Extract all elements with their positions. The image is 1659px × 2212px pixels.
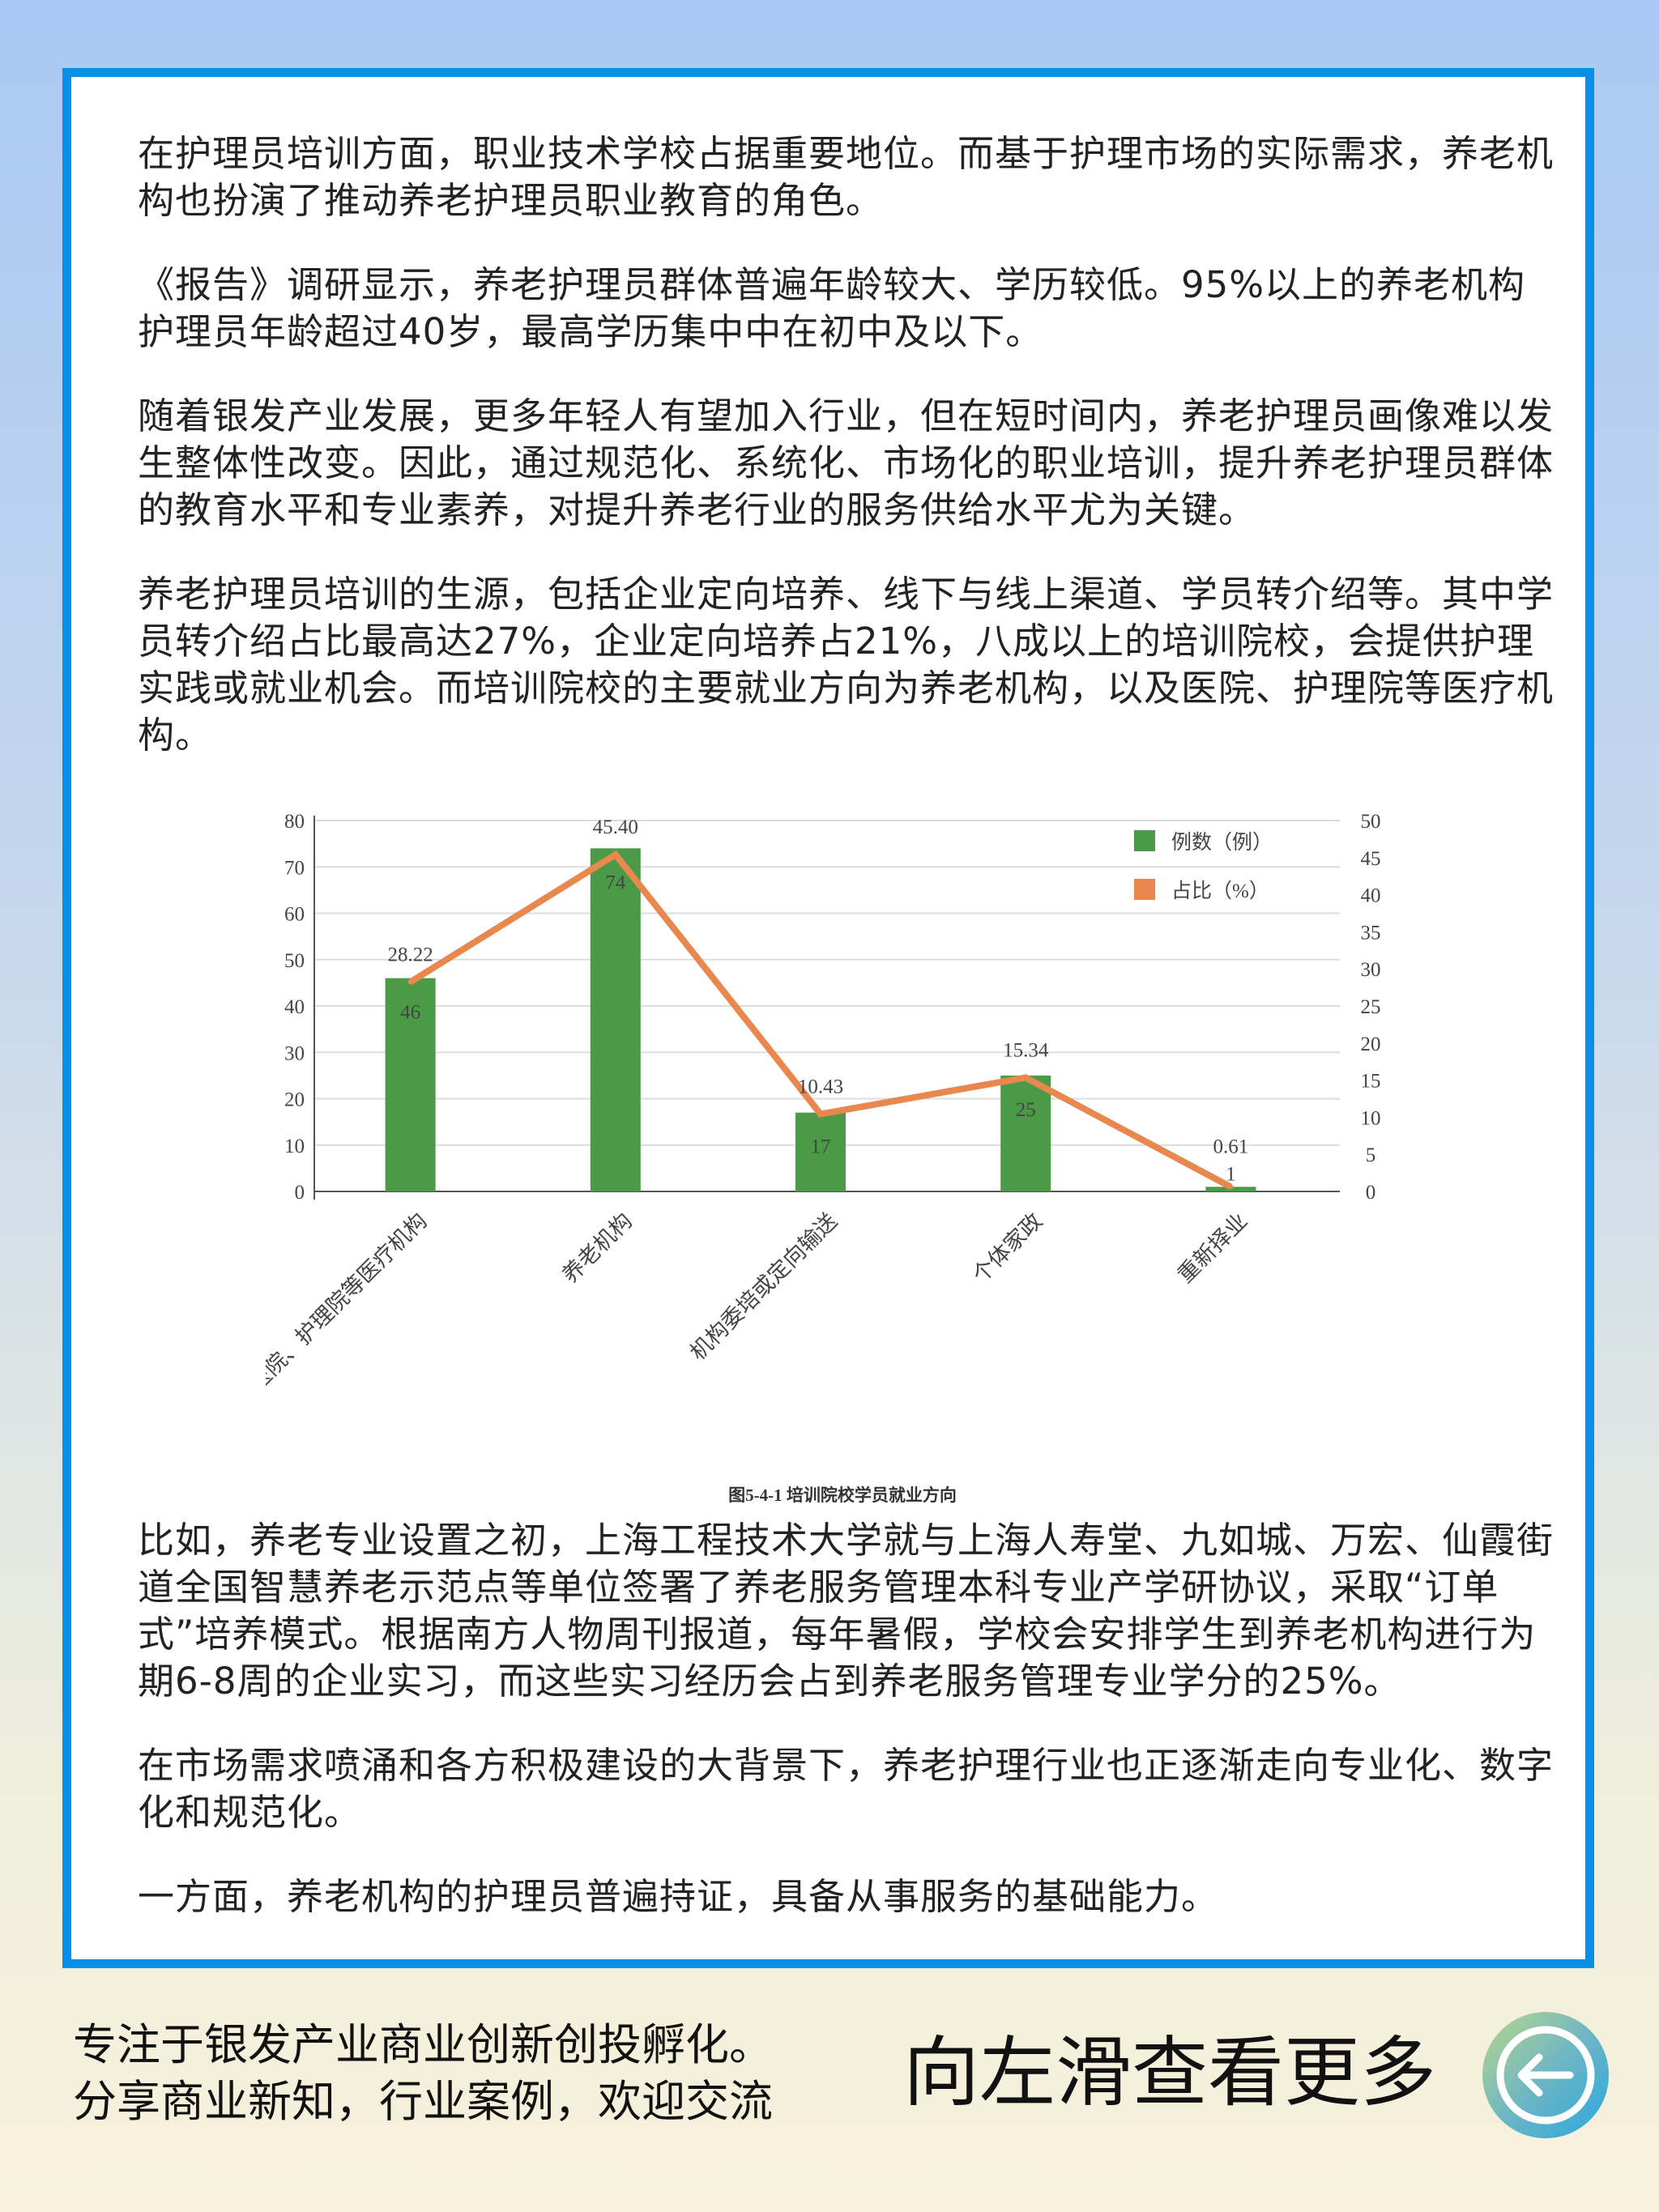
right-tick-label: 40 bbox=[1361, 885, 1381, 907]
line-point bbox=[818, 1111, 823, 1117]
bar-data-label: 17 bbox=[811, 1136, 831, 1158]
category-label: 重新择业 bbox=[1173, 1208, 1252, 1288]
footer-tagline: 专注于银发产业商业创新创投孵化。 分享商业新知，行业案例，欢迎交流 bbox=[73, 2017, 773, 2130]
left-tick-label: 30 bbox=[284, 1042, 305, 1064]
right-tick-label: 30 bbox=[1361, 959, 1381, 981]
employment-chart: 0 10 20 30 40 50 60 70 80 0 5 10 15 20 25 30 35 40 45 50 46 7… bbox=[266, 811, 1381, 1505]
left-tick-label: 50 bbox=[284, 950, 305, 972]
bar bbox=[590, 848, 641, 1191]
chart-caption: 图5-4-1 培训院校学员就业方向 bbox=[728, 1485, 957, 1505]
paragraph-4: 养老护理员培训的生源，包括企业定向培养、线下与线上渠道、学员转介绍等。其中学员转… bbox=[138, 573, 1555, 757]
line-point bbox=[1228, 1184, 1234, 1190]
legend-swatch bbox=[1134, 830, 1155, 851]
arrow-left-circle-icon[interactable] bbox=[1482, 2012, 1609, 2138]
bar-data-label: 1 bbox=[1226, 1163, 1236, 1185]
left-tick-label: 40 bbox=[284, 996, 305, 1018]
line-data-label: 15.34 bbox=[1003, 1039, 1049, 1061]
left-tick-label: 60 bbox=[284, 904, 305, 926]
paragraph-1: 在护理员培训方面，职业技术学校占据重要地位。而基于护理市场的实际需求，养老机构也… bbox=[138, 132, 1555, 222]
bar-data-label: 25 bbox=[1016, 1099, 1036, 1121]
right-tick-label: 15 bbox=[1361, 1071, 1381, 1093]
footer-line-1: 专注于银发产业商业创新创投孵化。 bbox=[73, 2019, 773, 2070]
bar bbox=[385, 978, 436, 1191]
footer-line-2: 分享商业新知，行业案例，欢迎交流 bbox=[73, 2076, 773, 2127]
article-card: 在护理员培训方面，职业技术学校占据重要地位。而基于护理市场的实际需求，养老机构也… bbox=[62, 68, 1594, 1968]
line-point bbox=[612, 852, 618, 858]
paragraph-2: 《报告》调研显示，养老护理员群体普遍年龄较大、学历较低。95%以上的养老机构护理… bbox=[138, 263, 1526, 353]
line-data-label: 0.61 bbox=[1213, 1136, 1249, 1157]
legend-swatch bbox=[1134, 879, 1155, 900]
paragraph-7: 一方面，养老机构的护理员普遍持证，具备从事服务的基础能力。 bbox=[138, 1875, 1219, 1918]
legend-label: 例数（例） bbox=[1171, 831, 1273, 854]
line-data-label: 10.43 bbox=[798, 1076, 843, 1097]
left-tick-label: 0 bbox=[295, 1182, 305, 1204]
right-tick-label: 20 bbox=[1361, 1034, 1381, 1055]
right-tick-label: 35 bbox=[1361, 922, 1381, 944]
line-point bbox=[407, 979, 413, 985]
right-tick-label: 5 bbox=[1366, 1144, 1376, 1166]
right-tick-label: 50 bbox=[1361, 811, 1381, 833]
left-tick-label: 10 bbox=[284, 1136, 305, 1157]
article-body: 在护理员培训方面，职业技术学校占据重要地位。而基于护理市场的实际需求，养老机构也… bbox=[138, 130, 1555, 1958]
paragraph-3: 随着银发产业发展，更多年轻人有望加入行业，但在短时间内，养老护理员画像难以发生整… bbox=[138, 394, 1555, 531]
legend-label: 占比（%） bbox=[1171, 880, 1269, 902]
right-tick-label: 0 bbox=[1366, 1182, 1376, 1204]
paragraph-5: 比如，养老专业设置之初，上海工程技术大学就与上海人寿堂、九如城、万宏、仙霞街道全… bbox=[138, 1519, 1555, 1703]
left-tick-label: 70 bbox=[284, 857, 305, 879]
right-tick-label: 10 bbox=[1361, 1107, 1381, 1129]
bar bbox=[795, 1112, 846, 1191]
category-label: 医院、护理院等医疗机构 bbox=[266, 1208, 432, 1396]
left-tick-label: 80 bbox=[284, 811, 305, 833]
bar bbox=[1000, 1075, 1051, 1191]
left-tick-label: 20 bbox=[284, 1089, 305, 1111]
bar-data-label: 74 bbox=[605, 872, 626, 893]
line-data-label: 45.40 bbox=[593, 816, 638, 838]
category-label: 养老机构 bbox=[557, 1208, 637, 1288]
paragraph-6: 在市场需求喷涌和各方积极建设的大背景下，养老护理行业也正逐渐走向专业化、数字化和… bbox=[138, 1744, 1555, 1834]
category-label: 个体家政 bbox=[968, 1208, 1047, 1288]
category-label: 机构委培或定向输送 bbox=[685, 1208, 842, 1365]
line-data-label: 28.22 bbox=[387, 944, 433, 966]
bar-data-label: 46 bbox=[400, 1002, 420, 1024]
line-point bbox=[1023, 1075, 1029, 1080]
right-tick-label: 25 bbox=[1361, 996, 1381, 1018]
right-tick-label: 45 bbox=[1361, 848, 1381, 870]
swipe-hint: 向左滑查看更多 bbox=[903, 2029, 1437, 2117]
